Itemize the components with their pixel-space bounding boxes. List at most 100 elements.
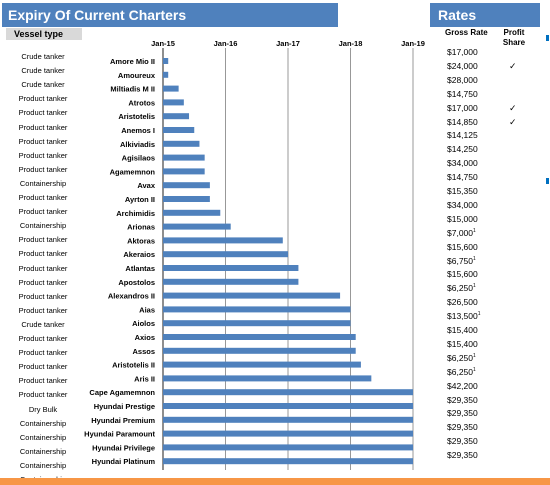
expiry-bar: [163, 292, 341, 299]
category-label: Apostolos: [118, 278, 155, 287]
rate-value: $29,350: [447, 436, 478, 447]
category-label: Avax: [137, 181, 155, 190]
expiry-bar: [163, 127, 195, 133]
category-label: Hyundai Premium: [91, 416, 155, 425]
category-label: Aristotelis: [118, 112, 155, 121]
category-label: Amoureux: [118, 71, 156, 80]
category-label: Atlantas: [125, 264, 155, 273]
category-label: Aris II: [134, 374, 155, 383]
vessel-type-item: Containership: [19, 460, 67, 470]
expiry-bar: [163, 182, 210, 189]
profit-share-check-icon: ✓: [509, 60, 517, 71]
vessel-type-item: Product tanker: [18, 305, 68, 315]
profit-share-check-icon: ✓: [509, 116, 517, 127]
vessel-type-item: Crude tanker: [21, 80, 65, 90]
expiry-bar: [163, 306, 351, 313]
category-label: Arionas: [127, 223, 155, 232]
vessel-type-item: Product tanker: [18, 390, 68, 400]
rates-header: Rates: [430, 3, 540, 27]
category-label: Alexandros II: [108, 292, 155, 301]
expiry-bar: [163, 430, 413, 437]
vessel-type-item: Product tanker: [18, 249, 68, 259]
rate-value: $24,000: [447, 60, 478, 71]
expiry-bar: [163, 99, 184, 106]
rate-value: $15,400: [447, 338, 478, 349]
vessel-type-label: Vessel type: [6, 28, 82, 40]
vessel-type-item: Product tanker: [18, 277, 68, 287]
vessel-type-item: Product tanker: [18, 164, 68, 174]
category-label: Axios: [135, 333, 155, 342]
vessel-type-item: Containership: [19, 221, 67, 231]
category-label: Alkiviadis: [120, 140, 155, 149]
expiry-bar: [163, 223, 231, 230]
vessel-type-item: Product tanker: [18, 122, 68, 132]
rate-value: $29,350: [447, 408, 478, 419]
rate-footnote-marker: 1: [473, 352, 476, 359]
rate-value: $14,850: [447, 116, 478, 127]
category-label: Hyundai Prestige: [94, 402, 155, 411]
rate-value: $28,000: [447, 74, 478, 85]
rate-value: $14,125: [447, 130, 478, 141]
expiry-bar: [163, 265, 299, 271]
edge-marker: [546, 178, 549, 184]
category-label: Miltiadis M II: [110, 85, 155, 94]
rate-footnote-marker: 1: [473, 366, 476, 373]
rate-footnote-marker: 1: [473, 255, 476, 262]
expiry-bar: [163, 58, 169, 64]
rate-value: $13,5001: [447, 311, 481, 322]
rate-value: $15,600: [447, 269, 478, 280]
vessel-type-item: Containership: [19, 418, 67, 428]
category-label: Amore Mio II: [110, 57, 155, 66]
rate-value: $29,350: [447, 450, 478, 461]
expiry-header: Expiry Of Current Charters: [2, 3, 338, 27]
vessel-type-item: Product tanker: [18, 207, 68, 217]
vessel-type-item: Product tanker: [18, 348, 68, 358]
category-label: Hyundai Privilege: [92, 443, 155, 452]
expiry-bar: [163, 251, 288, 258]
expiry-bar: [163, 140, 200, 147]
vessel-type-item: Containership: [19, 178, 67, 188]
rate-value: $15,600: [447, 241, 478, 252]
gross-rate-label: Gross Rate: [445, 28, 488, 37]
vessel-type-item: Product tanker: [18, 362, 68, 372]
vessel-type-item: Crude tanker: [21, 319, 65, 329]
expiry-bar: [163, 444, 413, 451]
expiry-bar: [163, 334, 356, 340]
vessel-type-item: Crude tanker: [21, 66, 65, 76]
x-tick-label: Jan-17: [276, 39, 300, 48]
x-tick-label: Jan-19: [401, 39, 425, 48]
profit-share-label: Profit Share: [502, 28, 526, 47]
rate-value: $6,2501: [447, 352, 476, 363]
rate-value: $17,000: [447, 102, 478, 113]
rate-value: $15,400: [447, 325, 478, 335]
expiry-bar: [163, 389, 413, 396]
vessel-type-item: Product tanker: [18, 94, 68, 104]
expiry-bar: [163, 85, 179, 92]
vessel-type-item: Product tanker: [18, 235, 68, 245]
rate-value: $6,2501: [447, 366, 476, 377]
expiry-bar: [163, 320, 351, 327]
category-label: Cape Agamemnon: [89, 388, 155, 397]
profit-share-check-icon: ✓: [509, 102, 517, 113]
rate-value: $42,200: [447, 380, 478, 391]
rate-value: $6,7501: [447, 255, 476, 266]
category-label: Ayrton II: [125, 195, 155, 204]
expiry-bar: [163, 347, 356, 354]
category-label: Agisilaos: [122, 154, 155, 163]
x-tick-label: Jan-18: [339, 39, 363, 48]
vessel-type-item: Product tanker: [18, 136, 68, 146]
rate-value: $17,000: [447, 47, 478, 57]
category-label: Hyundai Paramount: [84, 430, 155, 439]
category-label: Assos: [132, 347, 155, 356]
vessel-type-item: Product tanker: [18, 334, 68, 343]
footer-bar: [0, 478, 550, 485]
vessel-type-item: Dry Bulk: [28, 404, 58, 414]
category-label: Aktoras: [127, 236, 155, 245]
rate-value: $14,750: [447, 172, 478, 183]
rate-value: $14,750: [447, 88, 478, 99]
expiry-bar: [163, 458, 413, 465]
vessel-type-item: Containership: [19, 432, 67, 442]
x-tick-label: Jan-16: [214, 39, 238, 48]
category-label: Hyundai Platinum: [92, 457, 156, 466]
